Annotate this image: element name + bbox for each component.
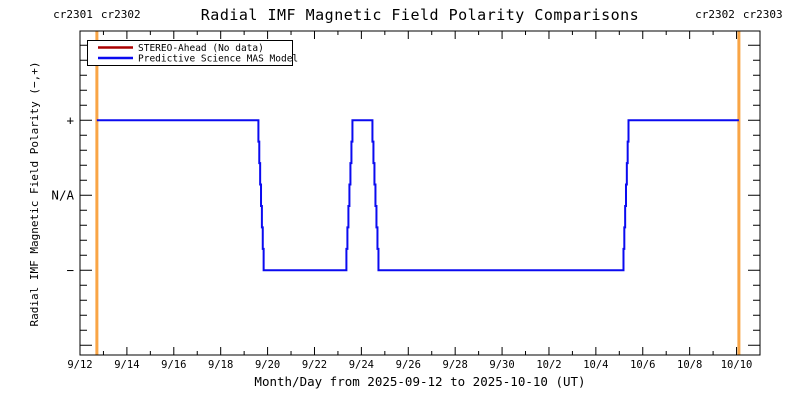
x-tick-label: 10/6 (630, 359, 655, 371)
x-tick-label: 9/28 (443, 359, 468, 371)
x-tick-label: 10/8 (677, 359, 702, 371)
carrington-label-left: cr2302 (695, 8, 735, 21)
carrington-label-right: cr2302 (101, 8, 141, 21)
polarity-series-line (96, 119, 739, 272)
x-axis-title: Month/Day from 2025-09-12 to 2025-10-10 … (254, 374, 585, 389)
x-tick-label: 9/16 (161, 359, 186, 371)
y-axis-title: Radial IMF Magnetic Field Polarity (−,+) (28, 62, 41, 327)
y-tick-label: N/A (51, 187, 74, 202)
carrington-label-right: cr2303 (743, 8, 783, 21)
x-tick-label: 10/4 (583, 359, 608, 371)
data-series-layer (96, 119, 739, 272)
x-tick-label: 9/26 (396, 359, 421, 371)
x-tick-label: 9/30 (489, 359, 514, 371)
chart-title: Radial IMF Magnetic Field Polarity Compa… (201, 6, 639, 24)
legend-label-stereo: STEREO-Ahead (No data) (138, 43, 264, 54)
x-tick-label: 10/2 (536, 359, 561, 371)
x-tick-label: 9/14 (114, 359, 139, 371)
x-tick-label: 9/12 (67, 359, 92, 371)
x-tick-label: 9/24 (349, 359, 374, 371)
y-tick-label: − (66, 262, 74, 277)
carrington-boundary-lines: cr2301 cr2302 cr2302 cr2303 (53, 8, 783, 355)
x-tick-label: 10/10 (721, 359, 753, 371)
y-tick-label: + (66, 112, 74, 127)
legend-box (87, 40, 293, 66)
x-tick-label: 9/18 (208, 359, 233, 371)
plot-frame (79, 30, 761, 356)
legend-label-mas: Predictive Science MAS Model (138, 54, 298, 65)
x-tick-label: 9/20 (255, 359, 280, 371)
x-tick-label: 9/22 (302, 359, 327, 371)
axes-and-ticks: 9/12 9/14 9/16 9/18 9/20 9/22 9/24 9/26 9/28 9/30… (51, 30, 761, 371)
legend: STEREO-Ahead (No data) Predictive Scienc… (87, 40, 298, 66)
carrington-label-left: cr2301 (53, 8, 93, 21)
